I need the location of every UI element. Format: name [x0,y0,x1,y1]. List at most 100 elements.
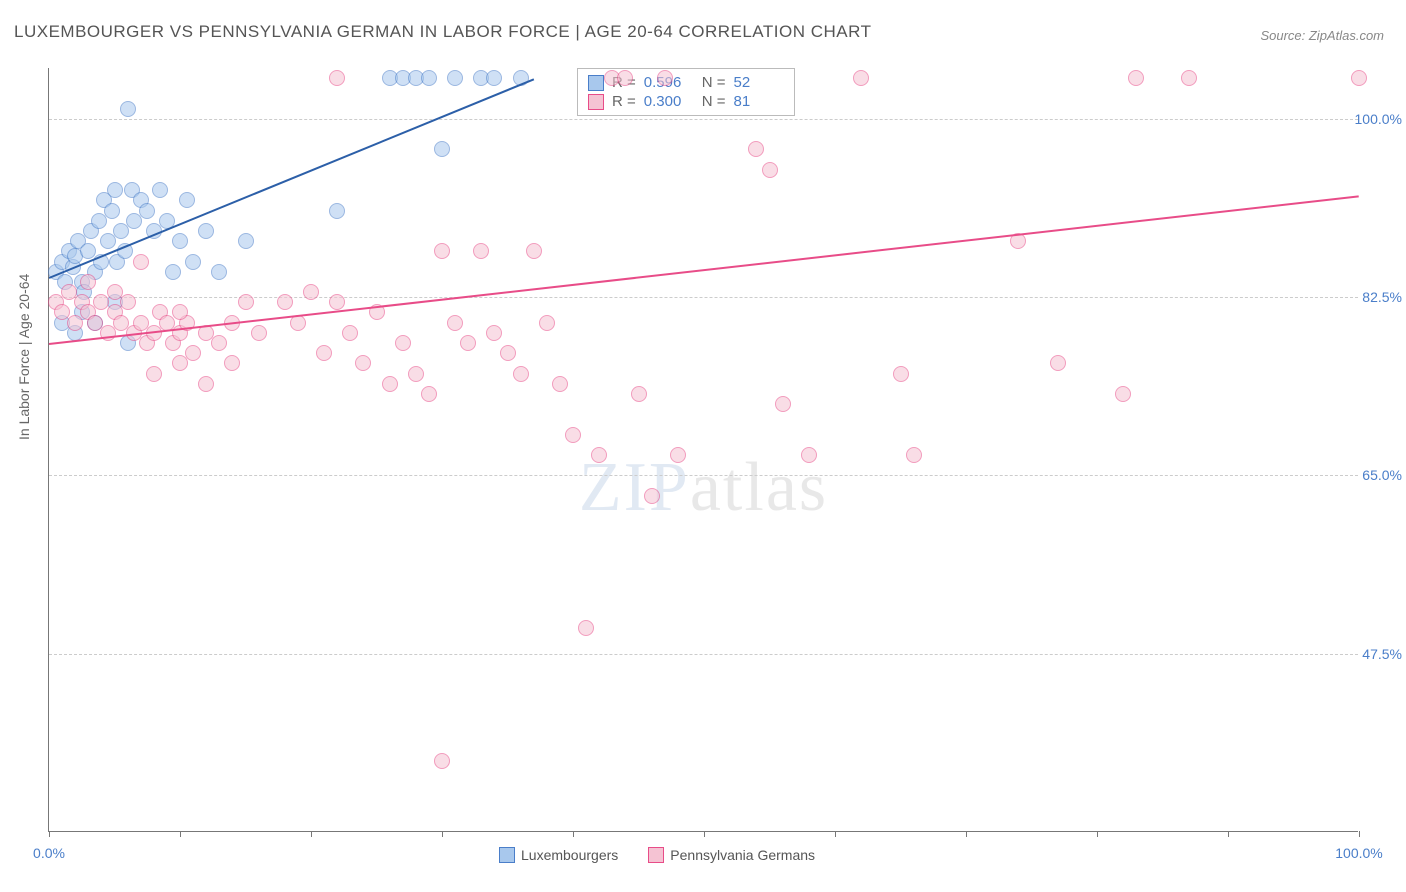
trend-line [49,195,1359,345]
scatter-point [421,386,437,402]
scatter-point [500,345,516,361]
scatter-point [460,335,476,351]
gridline [49,654,1358,655]
swatch-icon [588,94,604,110]
scatter-point [552,376,568,392]
watermark: ZIPatlas [579,448,828,528]
scatter-point [513,366,529,382]
scatter-point [906,447,922,463]
scatter-point [539,315,555,331]
legend-item: Luxembourgers [499,847,618,863]
scatter-point [198,223,214,239]
scatter-point [172,233,188,249]
scatter-point [277,294,293,310]
scatter-point [172,355,188,371]
scatter-point [198,376,214,392]
scatter-point [185,345,201,361]
y-axis-label: In Labor Force | Age 20-64 [16,274,32,440]
scatter-point [238,294,254,310]
scatter-point [486,325,502,341]
scatter-point [211,335,227,351]
scatter-point [316,345,332,361]
x-tick-mark [49,831,50,837]
x-tick-mark [1228,831,1229,837]
scatter-point [120,294,136,310]
scatter-point [80,274,96,290]
scatter-point [152,182,168,198]
scatter-point [434,753,450,769]
scatter-point [644,488,660,504]
y-tick-label: 100.0% [1346,111,1402,127]
scatter-point [853,70,869,86]
scatter-point [670,447,686,463]
scatter-point [165,264,181,280]
scatter-point [801,447,817,463]
x-tick-mark [311,831,312,837]
stat-n-value: 81 [734,93,784,110]
legend-label: Luxembourgers [521,847,618,863]
scatter-point [486,70,502,86]
swatch-icon [648,847,664,863]
chart-plot-area: ZIPatlas R = 0.596 N = 52 R = 0.300 N = … [48,68,1358,832]
scatter-point [104,203,120,219]
scatter-point [748,141,764,157]
gridline [49,475,1358,476]
chart-title: LUXEMBOURGER VS PENNSYLVANIA GERMAN IN L… [14,22,871,42]
scatter-point [447,315,463,331]
legend-stats-row: R = 0.300 N = 81 [588,92,784,111]
x-tick-label: 0.0% [33,845,65,861]
scatter-point [434,141,450,157]
scatter-point [382,376,398,392]
legend-label: Pennsylvania Germans [670,847,815,863]
scatter-point [1050,355,1066,371]
scatter-point [329,203,345,219]
scatter-point [1351,70,1367,86]
scatter-point [107,284,123,300]
x-tick-label: 100.0% [1335,845,1382,861]
scatter-point [146,366,162,382]
scatter-point [1115,386,1131,402]
scatter-point [473,243,489,259]
x-tick-mark [966,831,967,837]
scatter-point [120,101,136,117]
y-tick-label: 82.5% [1346,289,1402,305]
scatter-point [107,182,123,198]
scatter-point [578,620,594,636]
scatter-point [238,233,254,249]
scatter-point [303,284,319,300]
gridline [49,119,1358,120]
scatter-point [617,70,633,86]
stat-r-value: 0.300 [644,93,694,110]
scatter-point [179,192,195,208]
x-tick-mark [704,831,705,837]
scatter-point [421,70,437,86]
scatter-point [133,254,149,270]
scatter-point [329,294,345,310]
stat-r-label: R = [612,93,636,110]
legend-item: Pennsylvania Germans [648,847,815,863]
scatter-point [1128,70,1144,86]
x-tick-mark [1359,831,1360,837]
scatter-point [447,70,463,86]
scatter-point [395,335,411,351]
scatter-point [172,304,188,320]
swatch-icon [588,75,604,91]
scatter-point [211,264,227,280]
scatter-point [893,366,909,382]
scatter-point [591,447,607,463]
stat-n-label: N = [702,93,726,110]
x-tick-mark [835,831,836,837]
scatter-point [329,70,345,86]
scatter-point [657,70,673,86]
x-tick-mark [180,831,181,837]
scatter-point [408,366,424,382]
scatter-point [775,396,791,412]
x-tick-mark [442,831,443,837]
x-tick-mark [573,831,574,837]
scatter-point [185,254,201,270]
stat-n-label: N = [702,74,726,91]
scatter-point [762,162,778,178]
swatch-icon [499,847,515,863]
scatter-point [342,325,358,341]
scatter-point [1181,70,1197,86]
